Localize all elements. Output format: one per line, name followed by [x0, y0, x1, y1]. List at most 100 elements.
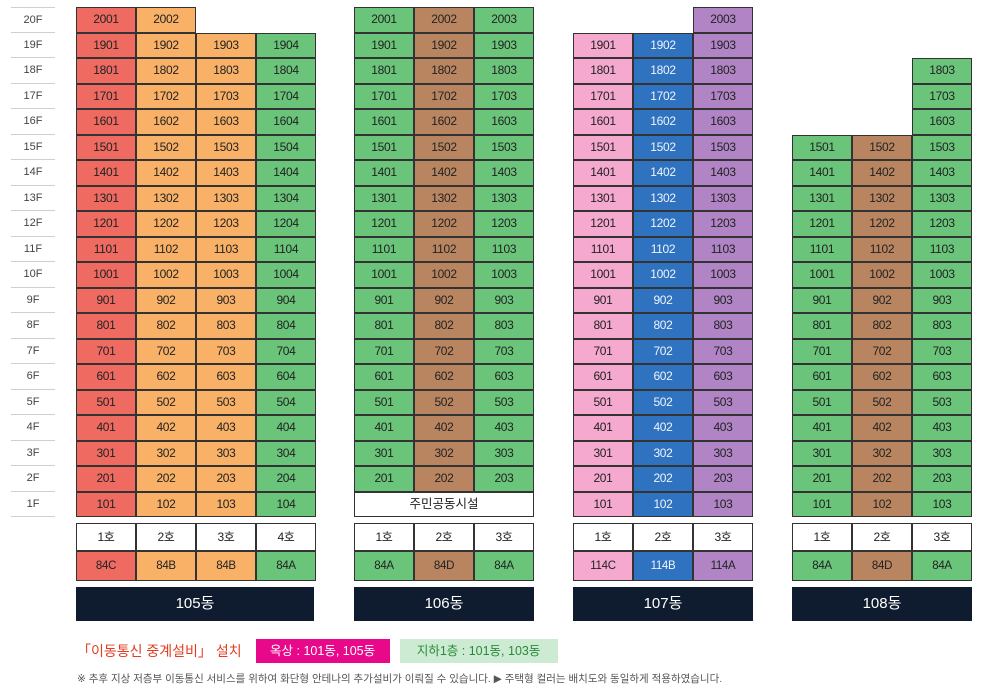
floor-label: 20F: [11, 7, 55, 33]
unit-cell: 1103: [196, 236, 256, 262]
unit-cell: 702: [414, 338, 474, 364]
unit-cell: 902: [852, 287, 912, 313]
unit-cell: 203: [912, 466, 972, 492]
unit-cell: 303: [474, 440, 534, 466]
unit-cell: 2001: [76, 7, 136, 33]
unit-cell: 301: [354, 440, 414, 466]
unit-cell: 403: [474, 415, 534, 441]
unit-cell: 1101: [573, 236, 633, 262]
unit-cell: 403: [912, 415, 972, 441]
unit-line-label: 2호: [414, 523, 474, 551]
unit-type-label: 114A: [693, 551, 753, 581]
unit-cell: 1803: [196, 58, 256, 84]
community-facility-cell: 주민공동시설: [354, 491, 534, 517]
unit-cell: 903: [693, 287, 753, 313]
unit-cell: 1004: [256, 262, 316, 288]
unit-cell: 1801: [573, 58, 633, 84]
unit-cell: 1203: [474, 211, 534, 237]
unit-cell: 201: [76, 466, 136, 492]
unit-cell: 502: [852, 389, 912, 415]
unit-cell: 603: [912, 364, 972, 390]
unit-line-label: 3호: [693, 523, 753, 551]
unit-cell: 903: [912, 287, 972, 313]
unit-line-label: 4호: [256, 523, 316, 551]
floor-label: 4F: [11, 415, 55, 441]
unit-type-label: 84A: [474, 551, 534, 581]
unit-cell: 602: [136, 364, 196, 390]
unit-line-label: 3호: [474, 523, 534, 551]
unit-cell: 1901: [76, 32, 136, 58]
unit-cell: 401: [792, 415, 852, 441]
floor-label: 15F: [11, 135, 55, 160]
legend-basement-badge: 지하1층 : 101동, 103동: [399, 639, 558, 663]
unit-cell: 1503: [912, 134, 972, 160]
unit-cell: 501: [354, 389, 414, 415]
unit-cell: 502: [414, 389, 474, 415]
unit-cell: 102: [633, 491, 693, 517]
unit-cell: 1402: [633, 160, 693, 186]
unit-cell: 1102: [414, 236, 474, 262]
unit-cell: 602: [414, 364, 474, 390]
unit-cell: 1702: [414, 83, 474, 109]
unit-cell: 703: [693, 338, 753, 364]
unit-cell: 403: [693, 415, 753, 441]
unit-cell: 1403: [912, 160, 972, 186]
unit-cell: 1601: [354, 109, 414, 135]
unit-cell: 1401: [354, 160, 414, 186]
unit-cell: 601: [792, 364, 852, 390]
unit-cell: 802: [414, 313, 474, 339]
unit-cell: 1703: [693, 83, 753, 109]
unit-cell: 902: [136, 287, 196, 313]
unit-cell: 1001: [573, 262, 633, 288]
unit-cell: 1203: [693, 211, 753, 237]
unit-cell: 902: [633, 287, 693, 313]
unit-cell: 1302: [633, 185, 693, 211]
unit-line-label: 3호: [912, 523, 972, 551]
unit-cell: 1902: [414, 32, 474, 58]
unit-cell: 703: [196, 338, 256, 364]
unit-cell: 303: [693, 440, 753, 466]
unit-line-label: 2호: [852, 523, 912, 551]
unit-type-label: 84B: [196, 551, 256, 581]
unit-cell: 202: [136, 466, 196, 492]
unit-cell: 1504: [256, 134, 316, 160]
unit-cell: 603: [196, 364, 256, 390]
unit-cell: 1303: [912, 185, 972, 211]
unit-cell: 1403: [196, 160, 256, 186]
unit-cell: 602: [633, 364, 693, 390]
unit-cell: 1402: [414, 160, 474, 186]
unit-cell: 802: [633, 313, 693, 339]
unit-cell: 203: [693, 466, 753, 492]
unit-cell: 1503: [196, 134, 256, 160]
unit-cell: 201: [354, 466, 414, 492]
unit-cell: 1802: [136, 58, 196, 84]
unit-type-label: 84A: [354, 551, 414, 581]
unit-cell: 1502: [852, 134, 912, 160]
unit-cell: 1002: [136, 262, 196, 288]
unit-cell: 1703: [474, 83, 534, 109]
unit-cell: 1401: [573, 160, 633, 186]
building-name-bar: 108동: [792, 587, 972, 621]
unit-cell: 1103: [693, 236, 753, 262]
unit-cell: 1402: [136, 160, 196, 186]
unit-cell: 1102: [633, 236, 693, 262]
unit-cell: 502: [136, 389, 196, 415]
unit-cell: 1903: [474, 32, 534, 58]
unit-cell: 103: [912, 491, 972, 517]
unit-cell: 1203: [912, 211, 972, 237]
unit-cell: 103: [693, 491, 753, 517]
unit-cell: 1501: [792, 134, 852, 160]
unit-cell: 2003: [474, 7, 534, 33]
unit-cell: 1203: [196, 211, 256, 237]
unit-cell: 102: [852, 491, 912, 517]
unit-cell: 1201: [354, 211, 414, 237]
unit-cell: 1703: [912, 83, 972, 109]
unit-cell: 801: [354, 313, 414, 339]
unit-cell: 1904: [256, 32, 316, 58]
unit-cell: 101: [76, 491, 136, 517]
unit-cell: 302: [414, 440, 474, 466]
unit-cell: 1001: [76, 262, 136, 288]
unit-cell: 301: [76, 440, 136, 466]
unit-cell: 1002: [852, 262, 912, 288]
unit-cell: 1402: [852, 160, 912, 186]
